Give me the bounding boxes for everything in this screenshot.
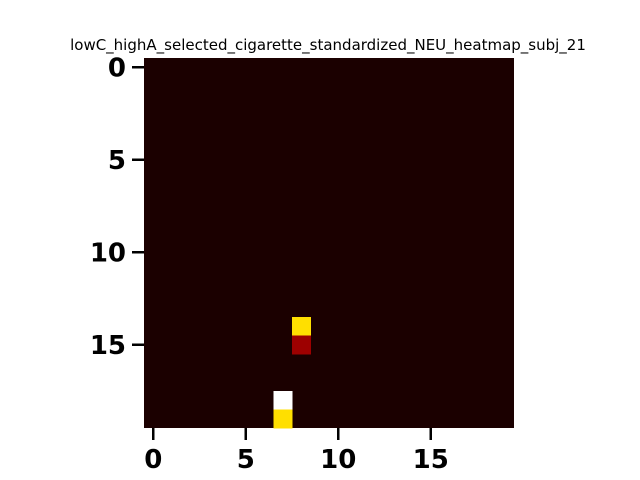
heatmap-cell	[273, 409, 293, 429]
y-tick-label: 15	[90, 331, 126, 361]
x-tick-label: 0	[144, 445, 162, 475]
y-tick-label: 5	[108, 146, 126, 176]
x-tick-label: 10	[320, 445, 356, 475]
y-tick-label: 0	[108, 53, 126, 83]
y-axis: 0 5 10 15	[90, 53, 144, 361]
heatmap-cell	[273, 391, 293, 410]
heatmap-background	[144, 58, 514, 428]
x-axis: 0 5 10 15	[144, 428, 449, 475]
plot-area	[144, 58, 514, 429]
heatmap-cell	[292, 335, 311, 355]
heatmap-cell	[292, 317, 311, 336]
y-tick-label: 10	[90, 238, 126, 268]
x-tick-label: 5	[237, 445, 255, 475]
x-tick-label: 15	[413, 445, 449, 475]
chart-title: lowC_highA_selected_cigarette_standardiz…	[70, 36, 586, 55]
